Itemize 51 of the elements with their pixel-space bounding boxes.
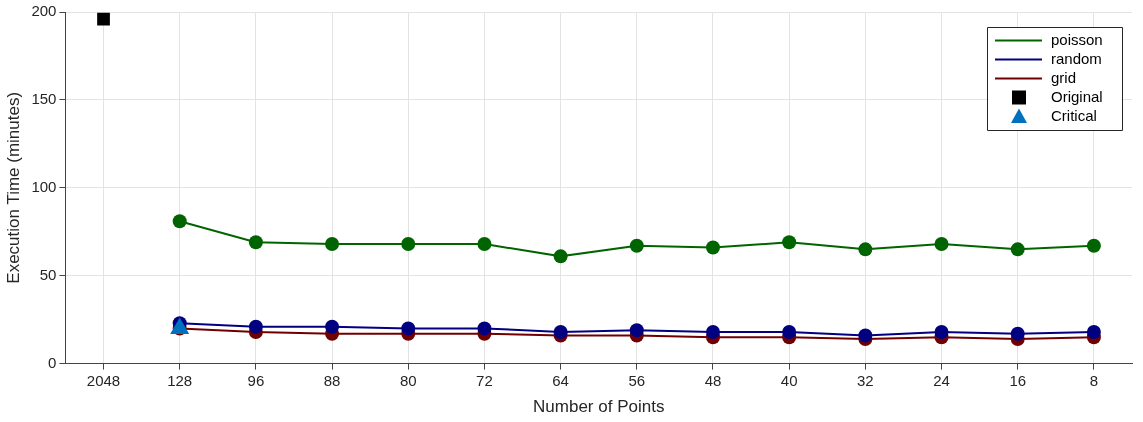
y-axis-title: Execution Time (minutes) (3, 91, 23, 284)
y-tick-label: 200 (31, 2, 57, 20)
point (248, 319, 263, 334)
x-tick-label: 64 (552, 371, 569, 389)
point (705, 324, 720, 339)
x-tick-label: 24 (933, 371, 950, 389)
legend-label: random (1051, 49, 1102, 67)
point (401, 321, 416, 336)
point (97, 12, 110, 26)
legend-label: Critical (1051, 106, 1097, 124)
point (705, 240, 720, 255)
point (325, 319, 340, 334)
point (553, 324, 568, 339)
x-tick-label: 40 (780, 371, 798, 389)
point (248, 235, 263, 250)
point (401, 237, 416, 252)
x-tick-label: 8 (1089, 371, 1099, 389)
point (1010, 326, 1025, 341)
legend-label: Original (1051, 87, 1103, 105)
x-tick-label: 80 (399, 371, 417, 389)
point (477, 237, 492, 252)
legend-label: poisson (1051, 30, 1103, 48)
point (1086, 238, 1101, 253)
point (1086, 324, 1101, 339)
x-tick-label: 128 (167, 371, 193, 389)
x-tick-label: 48 (704, 371, 722, 389)
y-tick-label: 0 (48, 353, 57, 371)
point (934, 324, 949, 339)
point (477, 321, 492, 336)
point (1010, 242, 1025, 257)
point (934, 237, 949, 252)
legend-label: grid (1051, 68, 1077, 86)
point (782, 235, 797, 250)
x-tick-label: 88 (323, 371, 341, 389)
point (858, 242, 873, 257)
y-tick-label: 100 (31, 177, 57, 195)
point (325, 237, 340, 252)
x-tick-label: 56 (628, 371, 646, 389)
x-tick-label: 32 (857, 371, 874, 389)
point (629, 238, 644, 253)
y-tick-label: 150 (31, 90, 57, 108)
point (553, 249, 568, 264)
x-tick-label: 16 (1009, 371, 1027, 389)
x-tick-label: 72 (476, 371, 493, 389)
point (172, 214, 187, 229)
x-axis-title: Number of Points (533, 397, 665, 417)
y-tick-label: 50 (39, 265, 57, 283)
point (782, 324, 797, 339)
point (629, 323, 644, 338)
x-tick-label: 2048 (86, 371, 121, 389)
x-tick-label: 96 (247, 371, 265, 389)
